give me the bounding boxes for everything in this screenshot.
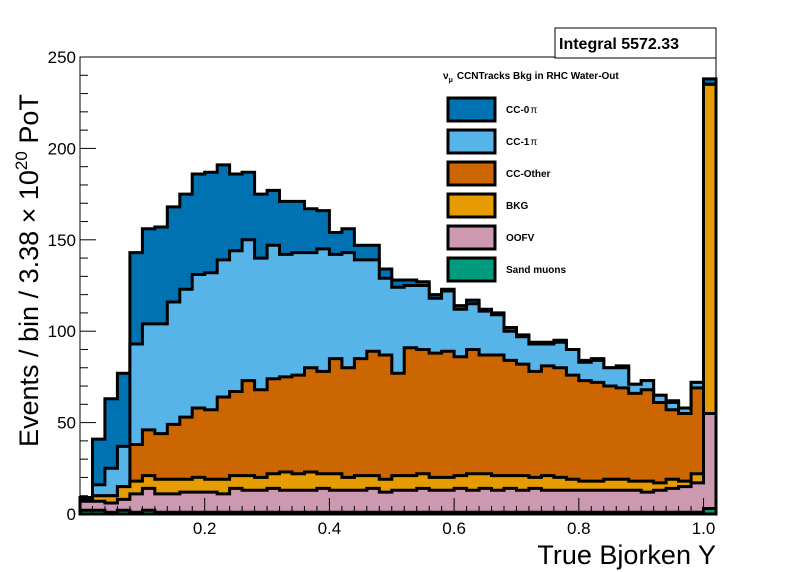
x-tick-label: 1.0 (692, 519, 716, 538)
series-layer-oofv (78, 412, 718, 516)
y-axis: 0 50 100 150 200 250 (48, 48, 96, 524)
y-axis-title: Events / bin / 3.38 × 1020 PoT (12, 94, 44, 447)
legend-label-cc-other: CC-Other (506, 169, 551, 180)
legend-swatch-cc-0 (446, 96, 497, 123)
legend-label-cc-0: CC-0π (506, 105, 537, 116)
y-tick-label: 150 (48, 231, 76, 250)
y-tick-label: 100 (48, 322, 76, 341)
legend-swatch-bkg (446, 192, 497, 219)
plot-frame (79, 56, 717, 515)
legend-label-bkg: BKG (506, 201, 528, 212)
legend-swatch-cc-other (446, 160, 497, 187)
x-tick-label: 0.8 (567, 519, 591, 538)
y-tick-label: 50 (57, 414, 76, 433)
x-tick-label: 0.4 (318, 519, 342, 538)
x-axis-title: True Bjorken Y (537, 540, 716, 570)
chart-header: νμ CCNTracks Bkg in RHC Water-Out (443, 71, 619, 84)
y-tick-label: 200 (48, 139, 76, 158)
x-tick-label: 0.2 (193, 519, 217, 538)
header-mu-subscript: μ (449, 77, 453, 84)
x-tick-label: 0.6 (442, 519, 466, 538)
series-layer-bkg (78, 82, 718, 516)
legend-swatch-sand-muons (446, 256, 497, 283)
legend-swatch-oofv (446, 224, 497, 251)
stats-box: Integral 5572.33 (554, 27, 717, 59)
stats-box-frame (554, 27, 717, 59)
y-axis-title-exponent: 20 (12, 151, 31, 170)
header-nu-symbol: ν (443, 71, 449, 82)
y-axis-title-main: Events / bin / 3.38 × 10 (14, 170, 44, 447)
stats-integral-label: Integral 5572.33 (559, 36, 679, 53)
y-tick-label: 250 (48, 48, 76, 67)
legend-label-oofv: OOFV (506, 233, 535, 244)
x-axis: 0.2 0.4 0.6 0.8 1.0 (91, 498, 716, 538)
legend-label-cc-1: CC-1π (506, 137, 537, 148)
series-layer-cc-other (78, 82, 718, 516)
y-axis-title-tail: PoT (14, 94, 44, 151)
header-title: CCNTracks Bkg in RHC Water-Out (457, 71, 620, 82)
legend-label-sand-muons: Sand muons (506, 265, 566, 276)
y-tick-label: 0 (67, 505, 76, 524)
legend: CC-0π CC-1π CC-Other BKG OOFV Sand muons (446, 96, 566, 283)
legend-swatch-cc-1 (446, 128, 497, 155)
